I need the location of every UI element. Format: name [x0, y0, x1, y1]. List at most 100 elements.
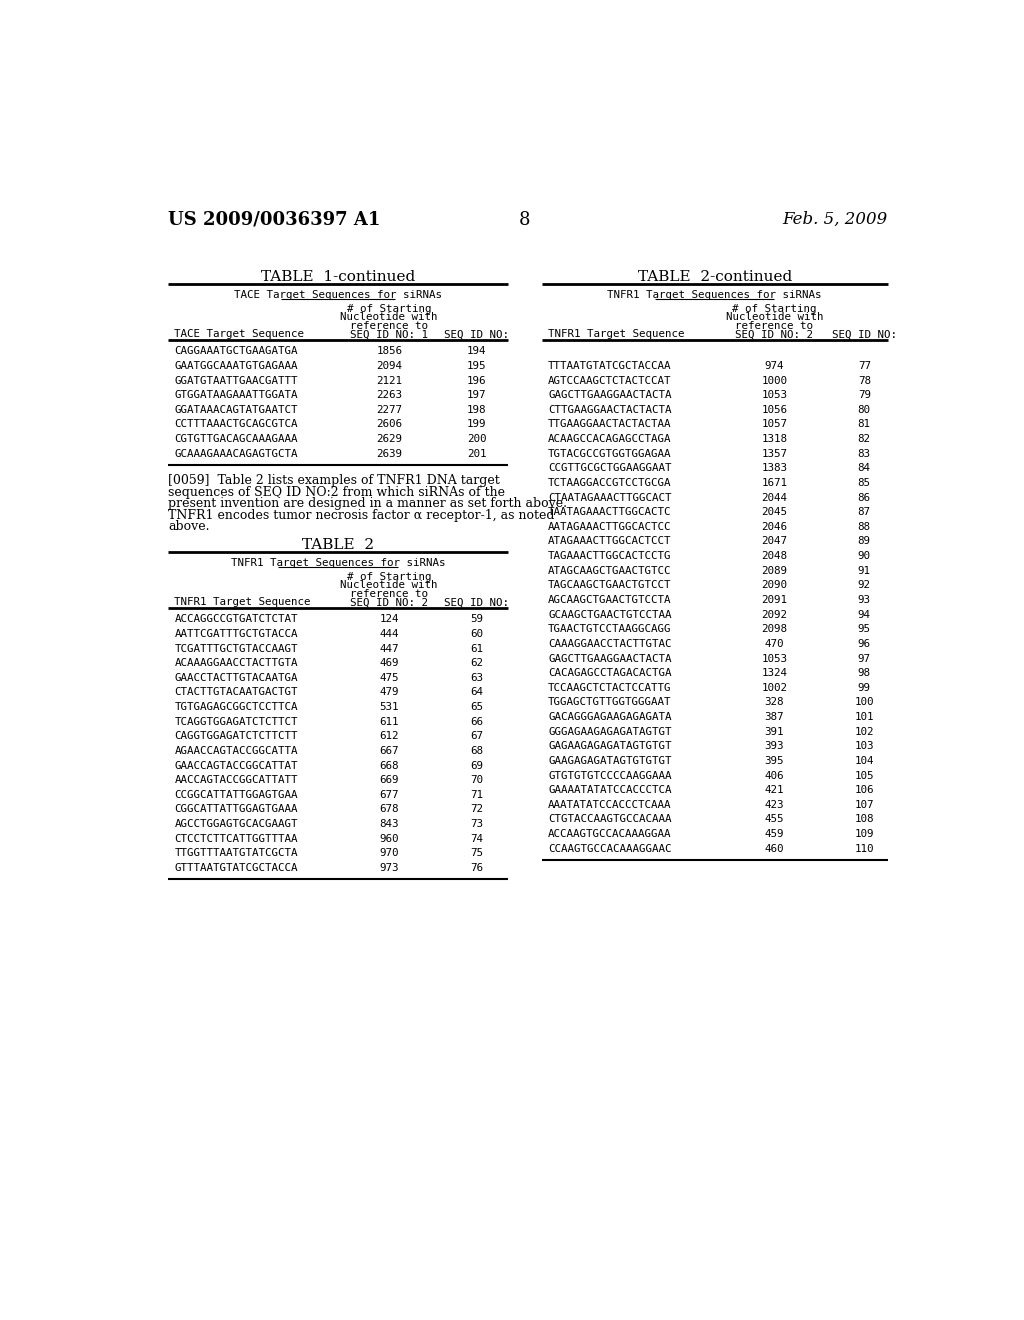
Text: GCAAGCTGAACTGTCCTAA: GCAAGCTGAACTGTCCTAA [548, 610, 672, 619]
Text: 667: 667 [380, 746, 399, 756]
Text: 109: 109 [854, 829, 874, 840]
Text: 423: 423 [765, 800, 784, 809]
Text: 96: 96 [858, 639, 870, 649]
Text: 2263: 2263 [376, 391, 402, 400]
Text: TGGAGCTGTTGGTGGGAAT: TGGAGCTGTTGGTGGGAAT [548, 697, 672, 708]
Text: 669: 669 [380, 775, 399, 785]
Text: 81: 81 [858, 420, 870, 429]
Text: 79: 79 [858, 391, 870, 400]
Text: CACAGAGCCTAGACACTGA: CACAGAGCCTAGACACTGA [548, 668, 672, 678]
Text: CCAAGTGCCACAAAGGAAC: CCAAGTGCCACAAAGGAAC [548, 843, 672, 854]
Text: GTGTGTGTCCCCAAGGAAA: GTGTGTGTCCCCAAGGAAA [548, 771, 672, 780]
Text: TGTACGCCGTGGTGGAGAA: TGTACGCCGTGGTGGAGAA [548, 449, 672, 458]
Text: Nucleotide with: Nucleotide with [726, 313, 823, 322]
Text: 60: 60 [470, 628, 483, 639]
Text: 1324: 1324 [762, 668, 787, 678]
Text: 195: 195 [467, 360, 486, 371]
Text: 678: 678 [380, 804, 399, 814]
Text: CCGTTGCGCTGGAAGGAAT: CCGTTGCGCTGGAAGGAAT [548, 463, 672, 474]
Text: 100: 100 [854, 697, 874, 708]
Text: 470: 470 [765, 639, 784, 649]
Text: TTTAATGTATCGCTACCAA: TTTAATGTATCGCTACCAA [548, 360, 672, 371]
Text: TABLE  1-continued: TABLE 1-continued [261, 271, 415, 284]
Text: 66: 66 [470, 717, 483, 726]
Text: 64: 64 [470, 688, 483, 697]
Text: 98: 98 [858, 668, 870, 678]
Text: GAGCTTGAAGGAACTACTA: GAGCTTGAAGGAACTACTA [548, 391, 672, 400]
Text: 2089: 2089 [762, 566, 787, 576]
Text: 444: 444 [380, 628, 399, 639]
Text: GTGGATAAGAAATTGGATA: GTGGATAAGAAATTGGATA [174, 391, 298, 400]
Text: AACCAGTACCGGCATTATT: AACCAGTACCGGCATTATT [174, 775, 298, 785]
Text: GAGCTTGAAGGAACTACTA: GAGCTTGAAGGAACTACTA [548, 653, 672, 664]
Text: 2092: 2092 [762, 610, 787, 619]
Text: 103: 103 [854, 742, 874, 751]
Text: 200: 200 [467, 434, 486, 444]
Text: AATAGAAACTTGGCACTCC: AATAGAAACTTGGCACTCC [548, 521, 672, 532]
Text: 973: 973 [380, 863, 399, 873]
Text: 101: 101 [854, 711, 874, 722]
Text: 65: 65 [470, 702, 483, 711]
Text: TNFR1 encodes tumor necrosis factor α receptor-1, as noted: TNFR1 encodes tumor necrosis factor α re… [168, 508, 555, 521]
Text: 1856: 1856 [376, 346, 402, 356]
Text: 71: 71 [470, 789, 483, 800]
Text: ACCAGGCCGTGATCTCTAT: ACCAGGCCGTGATCTCTAT [174, 614, 298, 624]
Text: ATAGCAAGCTGAACTGTCC: ATAGCAAGCTGAACTGTCC [548, 566, 672, 576]
Text: CGTGTTGACAGCAAAGAAA: CGTGTTGACAGCAAAGAAA [174, 434, 298, 444]
Text: 2606: 2606 [376, 420, 402, 429]
Text: present invention are designed in a manner as set forth above.: present invention are designed in a mann… [168, 498, 567, 511]
Text: GAACCTACTTGTACAATGA: GAACCTACTTGTACAATGA [174, 673, 298, 682]
Text: 1053: 1053 [762, 653, 787, 664]
Text: AGCAAGCTGAACTGTCCTA: AGCAAGCTGAACTGTCCTA [548, 595, 672, 605]
Text: 106: 106 [854, 785, 874, 795]
Text: SEQ ID NO: 2: SEQ ID NO: 2 [735, 330, 813, 339]
Text: CTACTTGTACAATGACTGT: CTACTTGTACAATGACTGT [174, 688, 298, 697]
Text: CTTGAAGGAACTACTACTA: CTTGAAGGAACTACTACTA [548, 405, 672, 414]
Text: # of Starting: # of Starting [347, 304, 431, 314]
Text: 1057: 1057 [762, 420, 787, 429]
Text: 97: 97 [858, 653, 870, 664]
Text: 87: 87 [858, 507, 870, 517]
Text: 393: 393 [765, 742, 784, 751]
Text: 475: 475 [380, 673, 399, 682]
Text: 70: 70 [470, 775, 483, 785]
Text: 531: 531 [380, 702, 399, 711]
Text: 974: 974 [765, 360, 784, 371]
Text: 99: 99 [858, 682, 870, 693]
Text: 2639: 2639 [376, 449, 402, 458]
Text: TTGAAGGAACTACTACTAA: TTGAAGGAACTACTACTAA [548, 420, 672, 429]
Text: 612: 612 [380, 731, 399, 742]
Text: CAGGTGGAGATCTCTTCTT: CAGGTGGAGATCTCTTCTT [174, 731, 298, 742]
Text: 1002: 1002 [762, 682, 787, 693]
Text: 611: 611 [380, 717, 399, 726]
Text: TGTGAGAGCGGCTCCTTCA: TGTGAGAGCGGCTCCTTCA [174, 702, 298, 711]
Text: CCTTTAAACTGCAGCGTCA: CCTTTAAACTGCAGCGTCA [174, 420, 298, 429]
Text: GGATGTAATTGAACGATTT: GGATGTAATTGAACGATTT [174, 376, 298, 385]
Text: 90: 90 [858, 552, 870, 561]
Text: GACAGGGAGAAGAGAGATA: GACAGGGAGAAGAGAGATA [548, 711, 672, 722]
Text: 69: 69 [470, 760, 483, 771]
Text: 80: 80 [858, 405, 870, 414]
Text: 95: 95 [858, 624, 870, 634]
Text: 2046: 2046 [762, 521, 787, 532]
Text: 91: 91 [858, 566, 870, 576]
Text: GGGAGAAGAGAGATAGTGT: GGGAGAAGAGAGATAGTGT [548, 726, 672, 737]
Text: 197: 197 [467, 391, 486, 400]
Text: 2047: 2047 [762, 536, 787, 546]
Text: SEQ ID NO: 2: SEQ ID NO: 2 [350, 598, 428, 607]
Text: 387: 387 [765, 711, 784, 722]
Text: TCAGGTGGAGATCTCTTCT: TCAGGTGGAGATCTCTTCT [174, 717, 298, 726]
Text: SEQ ID NO:: SEQ ID NO: [444, 330, 509, 339]
Text: TTGGTTTAATGTATCGCTA: TTGGTTTAATGTATCGCTA [174, 849, 298, 858]
Text: CGGCATTATTGGAGTGAAA: CGGCATTATTGGAGTGAAA [174, 804, 298, 814]
Text: US 2009/0036397 A1: US 2009/0036397 A1 [168, 211, 381, 228]
Text: TNFR1 Target Sequence: TNFR1 Target Sequence [174, 598, 311, 607]
Text: 108: 108 [854, 814, 874, 825]
Text: 83: 83 [858, 449, 870, 458]
Text: 2629: 2629 [376, 434, 402, 444]
Text: reference to: reference to [350, 589, 428, 599]
Text: 1318: 1318 [762, 434, 787, 444]
Text: CCGGCATTATTGGAGTGAA: CCGGCATTATTGGAGTGAA [174, 789, 298, 800]
Text: Nucleotide with: Nucleotide with [340, 313, 438, 322]
Text: GAGAAGAGAGATAGTGTGT: GAGAAGAGAGATAGTGTGT [548, 742, 672, 751]
